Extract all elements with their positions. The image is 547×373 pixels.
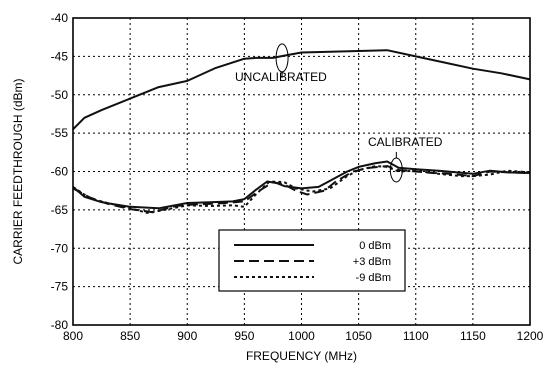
legend-label: 0 dBm bbox=[359, 240, 391, 252]
y-axis-title: CARRIER FEEDTHROUGH (dBm) bbox=[11, 78, 25, 264]
x-tick-label: 1050 bbox=[345, 329, 372, 343]
x-tick-label: 950 bbox=[234, 329, 254, 343]
x-tick-label: 900 bbox=[177, 329, 197, 343]
x-tick-labels: 800 850 900 950 1000 1050 1100 1150 1200 bbox=[63, 329, 544, 343]
legend-label: -9 dBm bbox=[356, 272, 391, 284]
y-tick-label: -75 bbox=[51, 280, 69, 294]
y-tick-label: -55 bbox=[51, 126, 69, 140]
legend-label: +3 dBm bbox=[353, 256, 391, 268]
series-line-2 bbox=[72, 165, 531, 214]
legend: 0 dBm +3 dBm -9 dBm bbox=[218, 229, 406, 292]
annotation-uncalibrated: UNCALIBRATED bbox=[235, 70, 327, 84]
y-tick-label: -50 bbox=[51, 88, 69, 102]
y-tick-label: -60 bbox=[51, 165, 69, 179]
y-tick-label: -70 bbox=[51, 241, 69, 255]
y-tick-label: -80 bbox=[51, 318, 69, 332]
x-tick-label: 850 bbox=[120, 329, 140, 343]
x-tick-label: 1000 bbox=[288, 329, 315, 343]
series-line-0 bbox=[72, 160, 531, 210]
series-lines bbox=[72, 49, 531, 214]
series-line-3 bbox=[72, 49, 531, 131]
plot-frame bbox=[72, 17, 531, 326]
x-tick-label: 1200 bbox=[517, 329, 544, 343]
x-axis-title: FREQUENCY (MHz) bbox=[246, 349, 357, 363]
grid bbox=[73, 18, 530, 325]
x-tick-label: 1100 bbox=[403, 329, 429, 343]
x-tick-label: 1150 bbox=[460, 329, 486, 343]
annotation-calibrated: CALIBRATED bbox=[368, 135, 443, 149]
annotations: UNCALIBRATED CALIBRATED bbox=[235, 43, 443, 183]
y-tick-labels: -80 -75 -70 -65 -60 -55 -50 -45 -40 bbox=[51, 11, 69, 332]
y-tick-label: -45 bbox=[51, 49, 69, 63]
x-tick-label: 800 bbox=[63, 329, 83, 343]
y-tick-label: -65 bbox=[51, 203, 69, 217]
y-tick-label: -40 bbox=[51, 11, 69, 25]
